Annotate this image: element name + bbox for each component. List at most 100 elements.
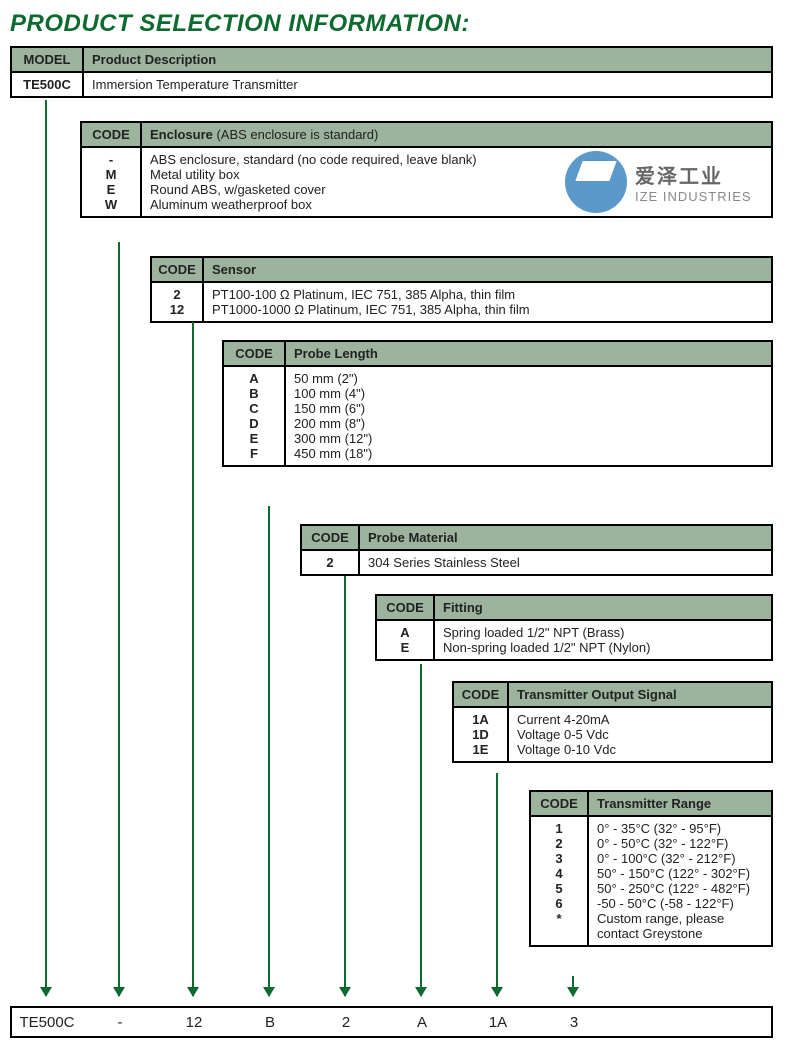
desc-cell: Spring loaded 1/2" NPT (Brass) <box>443 625 763 640</box>
probe-material-codes-col: 2 <box>302 551 360 574</box>
probe-material-box: CODE Probe Material 2 304 Series Stainle… <box>300 524 773 576</box>
code-cell: E <box>88 182 134 197</box>
desc-cell: Non-spring loaded 1/2" NPT (Nylon) <box>443 640 763 655</box>
selection-arrow <box>420 664 422 996</box>
enclosure-hdr-right: Enclosure (ABS enclosure is standard) <box>142 123 771 146</box>
desc-cell: 50 mm (2") <box>294 371 763 386</box>
selection-stage: MODEL Product Description TE500C Immersi… <box>10 46 777 1046</box>
desc-cell: 0° - 50°C (32° - 122°F) <box>597 836 763 851</box>
code-cell: 2 <box>308 555 352 570</box>
ize-logo: 爱泽工业 IZE INDUSTRIES <box>565 151 752 213</box>
probe-material-hdr-right: Probe Material <box>360 526 771 549</box>
desc-cell: Current 4-20mA <box>517 712 763 727</box>
code-cell: 4 <box>537 866 581 881</box>
desc-cell: contact Greystone <box>597 926 763 941</box>
selection-arrow <box>192 322 194 996</box>
model-box: MODEL Product Description TE500C Immersi… <box>10 46 773 98</box>
desc-cell: Custom range, please <box>597 911 763 926</box>
sensor-hdr-left: CODE <box>152 258 204 281</box>
summary-cell: 1A <box>478 1014 518 1031</box>
code-cell: - <box>88 152 134 167</box>
selection-arrow <box>118 242 120 996</box>
code-cell: M <box>88 167 134 182</box>
sensor-desc-col: PT100-100 Ω Platinum, IEC 751, 385 Alpha… <box>204 283 771 321</box>
enclosure-hdr-left: CODE <box>82 123 142 146</box>
selection-arrow <box>496 773 498 996</box>
fitting-codes-col: AE <box>377 621 435 659</box>
code-cell: E <box>230 431 278 446</box>
code-cell: E <box>383 640 427 655</box>
probe-length-codes-col: ABCDEF <box>224 367 286 465</box>
summary-cell: 12 <box>174 1014 214 1031</box>
output-codes-col: 1A1D1E <box>454 708 509 761</box>
summary-cell: 2 <box>326 1014 366 1031</box>
desc-cell: 150 mm (6") <box>294 401 763 416</box>
code-cell: 6 <box>537 896 581 911</box>
code-cell: 1D <box>460 727 501 742</box>
probe-length-desc-col: 50 mm (2")100 mm (4")150 mm (6")200 mm (… <box>286 367 771 465</box>
model-hdr-left: MODEL <box>12 48 84 71</box>
desc-cell: 304 Series Stainless Steel <box>368 555 763 570</box>
output-box: CODE Transmitter Output Signal 1A1D1E Cu… <box>452 681 773 763</box>
enclosure-hdr-note: (ABS enclosure is standard) <box>213 127 378 142</box>
probe-material-desc-col: 304 Series Stainless Steel <box>360 551 771 574</box>
code-cell: 2 <box>158 287 196 302</box>
model-code: TE500C <box>12 73 84 96</box>
desc-cell: Voltage 0-5 Vdc <box>517 727 763 742</box>
code-cell: 1E <box>460 742 501 757</box>
probe-material-hdr-left: CODE <box>302 526 360 549</box>
page-title: PRODUCT SELECTION INFORMATION: <box>10 10 777 38</box>
output-hdr-left: CODE <box>454 683 509 706</box>
code-cell: W <box>88 197 134 212</box>
ize-logo-cn: 爱泽工业 <box>635 160 752 189</box>
model-desc: Immersion Temperature Transmitter <box>84 73 771 96</box>
selection-arrow <box>572 976 574 996</box>
selection-arrow <box>344 576 346 996</box>
output-hdr-right: Transmitter Output Signal <box>509 683 771 706</box>
selection-arrow <box>268 506 270 996</box>
probe-length-hdr-left: CODE <box>224 342 286 365</box>
desc-cell: 0° - 100°C (32° - 212°F) <box>597 851 763 866</box>
range-box: CODE Transmitter Range 123456* 0° - 35°C… <box>529 790 773 947</box>
ize-logo-en: IZE INDUSTRIES <box>635 189 752 204</box>
desc-cell: PT1000-1000 Ω Platinum, IEC 751, 385 Alp… <box>212 302 763 317</box>
sensor-codes-col: 212 <box>152 283 204 321</box>
fitting-box: CODE Fitting AE Spring loaded 1/2" NPT (… <box>375 594 773 661</box>
desc-cell: 50° - 150°C (122° - 302°F) <box>597 866 763 881</box>
range-hdr-right: Transmitter Range <box>589 792 771 815</box>
desc-cell: Voltage 0-10 Vdc <box>517 742 763 757</box>
summary-cell: B <box>250 1014 290 1031</box>
code-cell: 3 <box>537 851 581 866</box>
range-codes-col: 123456* <box>531 817 589 945</box>
code-cell: A <box>383 625 427 640</box>
code-cell: 2 <box>537 836 581 851</box>
desc-cell: 100 mm (4") <box>294 386 763 401</box>
fitting-hdr-left: CODE <box>377 596 435 619</box>
fitting-hdr-right: Fitting <box>435 596 771 619</box>
code-cell: 12 <box>158 302 196 317</box>
summary-cell: TE500C <box>12 1014 82 1031</box>
range-desc-col: 0° - 35°C (32° - 95°F)0° - 50°C (32° - 1… <box>589 817 771 945</box>
code-cell: A <box>230 371 278 386</box>
code-cell: * <box>537 911 581 926</box>
desc-cell: -50 - 50°C (-58 - 122°F) <box>597 896 763 911</box>
desc-cell: 200 mm (8") <box>294 416 763 431</box>
desc-cell: PT100-100 Ω Platinum, IEC 751, 385 Alpha… <box>212 287 763 302</box>
desc-cell: 50° - 250°C (122° - 482°F) <box>597 881 763 896</box>
summary-bar: TE500C-12B2A1A3 <box>10 1006 773 1038</box>
code-cell: B <box>230 386 278 401</box>
probe-length-box: CODE Probe Length ABCDEF 50 mm (2")100 m… <box>222 340 773 467</box>
selection-arrow <box>45 100 47 996</box>
desc-cell: 450 mm (18") <box>294 446 763 461</box>
fitting-desc-col: Spring loaded 1/2" NPT (Brass)Non-spring… <box>435 621 771 659</box>
desc-cell: 0° - 35°C (32° - 95°F) <box>597 821 763 836</box>
sensor-box: CODE Sensor 212 PT100-100 Ω Platinum, IE… <box>150 256 773 323</box>
code-cell: 1A <box>460 712 501 727</box>
code-cell: C <box>230 401 278 416</box>
ize-logo-icon <box>565 151 627 213</box>
model-hdr-right: Product Description <box>84 48 771 71</box>
probe-length-hdr-right: Probe Length <box>286 342 771 365</box>
enclosure-codes-col: -MEW <box>82 148 142 216</box>
output-desc-col: Current 4-20mAVoltage 0-5 VdcVoltage 0-1… <box>509 708 771 761</box>
summary-cell: 3 <box>554 1014 594 1031</box>
